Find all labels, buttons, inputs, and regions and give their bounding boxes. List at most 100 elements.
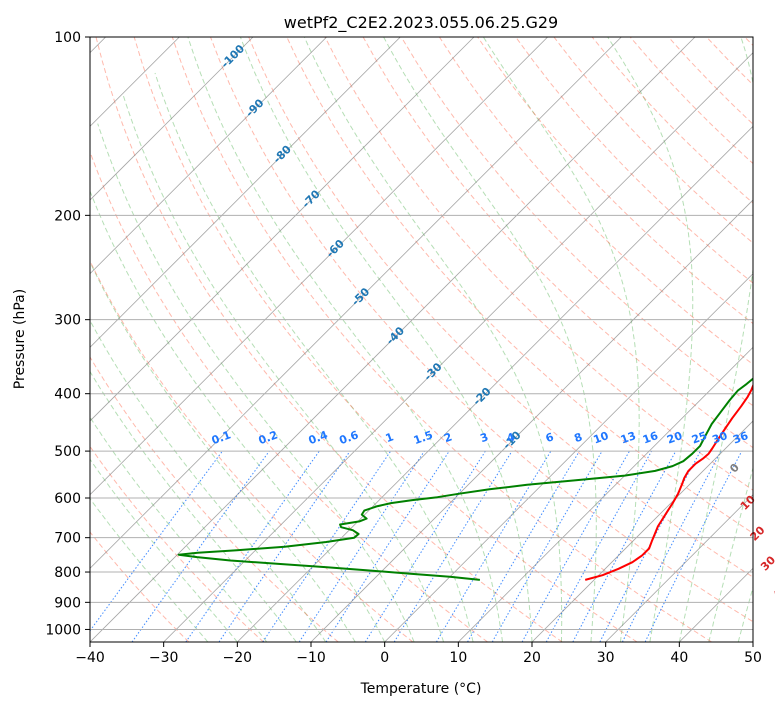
mixing-ratio-line (364, 450, 486, 642)
x-tick-label: −10 (296, 650, 326, 666)
x-axis-title: Temperature (°C) (360, 681, 482, 697)
x-tick-label: 10 (449, 650, 467, 666)
mixing-ratio-line (621, 450, 722, 642)
moist-adiabat (737, 585, 753, 642)
mixing-ratio-label: 20 (665, 429, 684, 447)
dry-adiabat (515, 37, 753, 284)
x-axis: −40 −30 −20 −10 0 10 20 30 40 50 (75, 642, 762, 666)
dry-adiabat (90, 531, 190, 642)
mixing-ratio-line (521, 450, 630, 642)
dry-adiabat (171, 37, 712, 642)
moist-adiabat (239, 37, 533, 642)
moist-adiabat (90, 189, 386, 642)
moist-adiabat (678, 37, 753, 642)
moist-adiabat (90, 458, 238, 642)
mixing-ratio-line (644, 450, 743, 642)
mixing-ratio-line (393, 450, 513, 642)
y-axis-title: Pressure (hPa) (12, 289, 28, 389)
mixing-ratio-line (218, 450, 351, 642)
dry-adiabat (90, 445, 264, 642)
moist-adiabat (122, 94, 445, 642)
moist-adiabat (708, 466, 753, 642)
mixing-ratio-label: 1.5 (412, 428, 435, 447)
dewpoint-line (177, 377, 753, 581)
mixing-ratio-label: 10 (592, 429, 611, 447)
chart-title: wetPf2_C2E2.2023.055.06.25.G29 (284, 13, 558, 33)
mixing-ratio-label: 3 (478, 430, 490, 445)
x-tick-label: 30 (597, 650, 615, 666)
y-tick-label: 900 (54, 595, 81, 611)
dry-adiabat-label: 30 (758, 553, 775, 573)
isotherm-line (605, 494, 753, 642)
isotherm-line (90, 37, 622, 569)
mixing-ratio-label: 36 (731, 429, 750, 447)
moist-adiabat (607, 37, 694, 642)
moist-adiabat (97, 123, 415, 642)
isotherm-line (90, 37, 327, 275)
temperature-line (584, 383, 753, 581)
x-tick-label: 0 (380, 650, 389, 666)
isotherm-line (163, 52, 753, 642)
isotherm-line (531, 420, 753, 642)
mixing-ratio-label: 13 (619, 429, 638, 446)
y-tick-label: 300 (54, 313, 81, 329)
y-tick-label: 200 (54, 208, 81, 224)
moist-adiabat (187, 37, 503, 642)
y-tick-label: 700 (54, 531, 81, 547)
dry-adiabat (210, 37, 753, 623)
isotherm-line (90, 37, 548, 496)
dry-adiabat (324, 37, 753, 491)
mixing-ratio-label: 0.2 (257, 428, 280, 447)
y-axis: 100 200 300 400 500 600 700 800 900 1000 (45, 30, 90, 638)
y-tick-label: 400 (54, 387, 81, 403)
moist-adiabat (90, 260, 356, 642)
moist-adiabat (90, 497, 209, 642)
mixing-ratio-line (599, 450, 701, 642)
isotherm-line (90, 37, 696, 642)
moist-adiabat (383, 37, 597, 642)
isotherm-line (384, 273, 753, 642)
isotherm-line (310, 199, 753, 642)
mixing-ratio-line (545, 450, 653, 642)
moist-adiabat (154, 72, 474, 642)
dry-adiabat (133, 37, 638, 642)
moist-adiabat (90, 416, 268, 642)
isotherm-line (90, 37, 401, 348)
mixing-ratio-line (185, 450, 320, 642)
x-tick-label: 20 (523, 650, 541, 666)
dry-adiabat (90, 356, 339, 642)
dry-adiabat (95, 37, 563, 642)
mixing-ratio-line (435, 450, 552, 642)
mixing-ratio-label: 16 (641, 429, 660, 447)
isotherm-line (90, 37, 254, 201)
y-tick-label: 800 (54, 565, 81, 581)
dry-adiabat (90, 150, 488, 642)
mixing-ratio-line (262, 450, 392, 642)
mixing-ratio-label: 1 (384, 430, 396, 445)
mixing-ratio-line (572, 450, 677, 642)
plot-background (90, 37, 753, 642)
y-tick-label: 500 (54, 444, 81, 460)
profile-lines (177, 377, 753, 581)
isotherm-line (90, 37, 475, 422)
plot-frame (89, 36, 754, 643)
background-lines (90, 37, 753, 642)
x-tick-label: 50 (744, 650, 762, 666)
mixing-ratio-line (90, 450, 223, 632)
isotherm-line (752, 641, 753, 642)
mixing-ratio-label: 2 (442, 430, 454, 445)
moist-adiabat (482, 37, 640, 642)
isotherm-line (458, 346, 753, 642)
mixing-ratio-label: 4 (505, 430, 517, 445)
mixing-ratio-label: 0.4 (307, 428, 330, 447)
x-tick-label: −20 (223, 650, 253, 666)
y-tick-label: 1000 (45, 622, 81, 638)
x-tick-label: −40 (75, 650, 105, 666)
x-tick-label: −30 (149, 650, 179, 666)
moist-adiabat (303, 37, 563, 642)
y-tick-label: 100 (54, 30, 81, 46)
mixing-ratio-line (298, 450, 425, 642)
mixing-ratio-line (131, 450, 270, 642)
mixing-ratio-label: 0.1 (210, 428, 233, 447)
y-tick-label: 600 (54, 491, 81, 507)
